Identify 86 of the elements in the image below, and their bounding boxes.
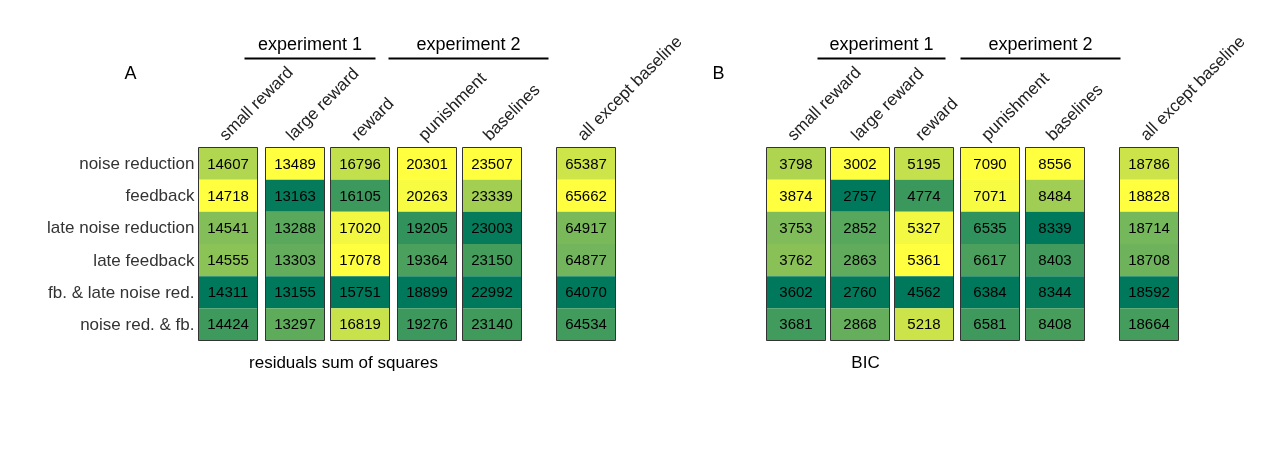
data-label: 18899 — [406, 283, 448, 301]
data-label: 20263 — [406, 186, 448, 204]
data-label: 15751 — [339, 283, 381, 301]
data-label: 2863 — [843, 251, 877, 269]
data-label: 23003 — [471, 218, 513, 236]
data-label: 16105 — [339, 186, 381, 204]
data-label: 8556 — [1038, 154, 1072, 172]
data-label: 23339 — [471, 186, 513, 204]
data-label: 65662 — [565, 186, 607, 204]
data-label: 18592 — [1128, 283, 1170, 301]
data-label: 14607 — [207, 154, 249, 172]
data-label: 16819 — [339, 315, 381, 333]
data-label: 64877 — [565, 251, 607, 269]
data-label: 6617 — [973, 251, 1007, 269]
text: B — [712, 62, 725, 83]
data-label: 6384 — [973, 283, 1007, 301]
data-label: 14718 — [207, 186, 249, 204]
data-label: 14311 — [207, 283, 249, 301]
data-label: 13297 — [274, 315, 316, 333]
data-label: 6535 — [973, 218, 1007, 236]
data-label: 16796 — [339, 154, 381, 172]
data-label: 5195 — [907, 154, 941, 172]
data-label: 6581 — [973, 315, 1007, 333]
data-label: 13155 — [274, 283, 316, 301]
data-label: 8344 — [1038, 283, 1072, 301]
data-label: 19205 — [406, 218, 448, 236]
data-label: 13163 — [274, 186, 316, 204]
data-label: 8408 — [1038, 315, 1072, 333]
text: experiment 1 — [257, 33, 363, 54]
data-label: 5218 — [907, 315, 941, 333]
data-label: 4562 — [907, 283, 941, 301]
data-label: 19364 — [406, 251, 448, 269]
x-axis-title: residuals sum of squares — [249, 353, 438, 372]
data-label: 7090 — [973, 154, 1007, 172]
y-tick-label: feedback — [125, 186, 195, 206]
text: A — [124, 62, 137, 83]
data-label: 18786 — [1128, 154, 1170, 172]
y-tick-label: noise red. & fb. — [80, 314, 195, 334]
y-tick-label: fb. & late noise red. — [48, 282, 195, 302]
text: experiment 1 — [829, 33, 934, 54]
data-label: 13303 — [274, 251, 316, 269]
data-label: 18714 — [1128, 218, 1170, 236]
data-label: 2757 — [843, 186, 877, 204]
text: BIC — [851, 353, 880, 372]
y-tick-label: late feedback — [93, 250, 195, 270]
data-label: 23507 — [471, 154, 513, 172]
data-label: 3874 — [779, 186, 813, 204]
data-label: 5327 — [907, 218, 941, 236]
y-tick-label: noise reduction — [79, 154, 195, 174]
data-label: 23150 — [471, 251, 513, 269]
data-label: 8484 — [1038, 186, 1072, 204]
data-label: 3762 — [779, 251, 813, 269]
data-label: 64534 — [565, 315, 607, 333]
data-label: 14424 — [207, 315, 249, 333]
data-label: 14541 — [207, 218, 249, 236]
data-label: 4774 — [907, 186, 941, 204]
data-label: 3002 — [843, 154, 877, 172]
data-label: 17078 — [339, 251, 381, 269]
data-label: 13489 — [274, 154, 316, 172]
data-label: 8403 — [1038, 251, 1072, 269]
data-label: 8339 — [1038, 218, 1072, 236]
data-label: 22992 — [471, 283, 513, 301]
data-label: 3681 — [779, 315, 813, 333]
text: experiment 2 — [416, 33, 521, 54]
data-label: 64070 — [565, 283, 607, 301]
data-label: 2760 — [843, 283, 877, 301]
data-label: 18664 — [1128, 315, 1170, 333]
data-label: 18828 — [1128, 186, 1170, 204]
data-label: 5361 — [907, 251, 941, 269]
data-label: 23140 — [471, 315, 513, 333]
data-label: 65387 — [565, 154, 607, 172]
data-label: 3753 — [779, 218, 813, 236]
data-label: 17020 — [339, 218, 381, 236]
data-label: 3602 — [779, 283, 813, 301]
data-label: 19276 — [406, 315, 448, 333]
data-label: 18708 — [1128, 251, 1170, 269]
data-label: 20301 — [406, 154, 448, 172]
data-label: 2868 — [843, 315, 877, 333]
data-label: 14555 — [207, 251, 249, 269]
data-label: 7071 — [973, 186, 1007, 204]
data-label: 2852 — [843, 218, 877, 236]
data-label: 64917 — [565, 218, 607, 236]
y-tick-label: late noise reduction — [47, 218, 195, 238]
text: experiment 2 — [988, 33, 1093, 54]
data-label: 13288 — [274, 218, 316, 236]
data-label: 3798 — [779, 154, 813, 172]
